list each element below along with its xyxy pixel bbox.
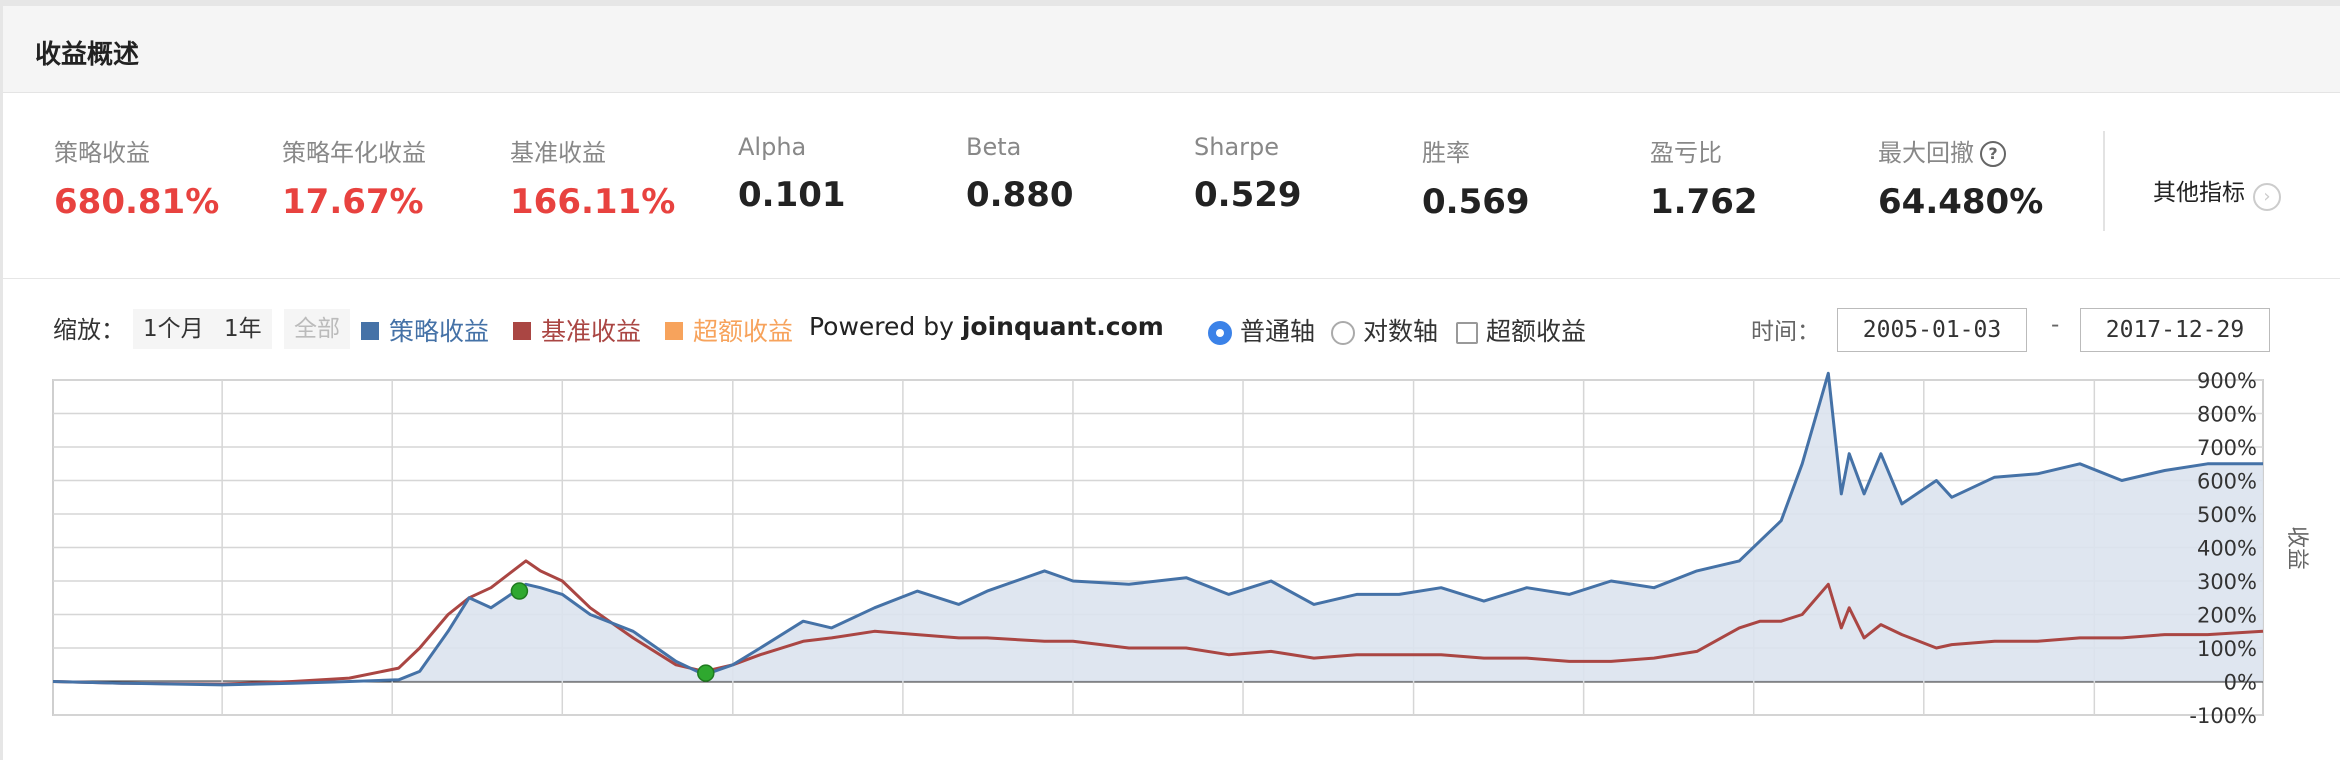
stat-label: Alpha (738, 133, 807, 161)
legend-swatch (513, 322, 531, 340)
legend-swatch (361, 322, 379, 340)
stat-label: 盈亏比 (1650, 139, 1722, 167)
date-separator: - (2051, 312, 2060, 338)
panel-title: 收益概述 (35, 40, 140, 70)
stats-divider (2103, 131, 2105, 231)
powered-prefix: Powered by (809, 312, 962, 341)
zoom-1-year-button[interactable]: 1年 (214, 309, 272, 349)
stats-row: 策略收益 680.81% 策略年化收益 17.67% 基准收益 166.11% … (3, 93, 2340, 279)
y-tick-label: 300% (2197, 570, 2257, 594)
stat-label: 胜率 (1422, 139, 1470, 167)
stat-value: 17.67% (282, 182, 424, 222)
y-tick-label: -100% (2189, 704, 2257, 728)
stat-strategy-return: 策略收益 680.81% (54, 133, 219, 222)
stat-value: 0.569 (1422, 182, 1530, 222)
legend-swatch (665, 322, 683, 340)
axis-option-normal[interactable]: 普通轴 (1208, 312, 1315, 348)
stat-label: 策略收益 (54, 139, 150, 167)
question-circle-icon[interactable]: ? (1980, 141, 2006, 167)
excess-return-label: 超额收益 (1486, 317, 1587, 346)
y-tick-label: 600% (2197, 470, 2257, 494)
stat-annual-return: 策略年化收益 17.67% (282, 133, 426, 222)
legend-label: 基准收益 (541, 317, 642, 346)
y-tick-label: 100% (2197, 637, 2257, 661)
series-area-0 (53, 373, 2263, 685)
y-tick-label: 700% (2197, 436, 2257, 460)
marker-layer (510, 582, 715, 682)
chart-toolbar: 缩放： 1个月 1年 全部 策略收益 基准收益 超额收益 Powered by … (3, 300, 2340, 360)
stat-value: 166.11% (510, 182, 676, 222)
legend-label: 超额收益 (693, 317, 794, 346)
axis-option-log[interactable]: 对数轴 (1331, 312, 1438, 348)
stat-value: 0.880 (966, 175, 1074, 215)
legend-benchmark-return[interactable]: 基准收益 (513, 312, 641, 348)
stat-value: 0.529 (1194, 175, 1302, 215)
legend-strategy-return[interactable]: 策略收益 (361, 312, 489, 348)
axis-option-label: 对数轴 (1363, 317, 1439, 346)
powered-site[interactable]: joinquant.com (961, 312, 1164, 341)
stat-label: 策略年化收益 (282, 139, 426, 167)
zoom-all-button[interactable]: 全部 (284, 309, 350, 349)
more-metrics-label: 其他指标 (2153, 180, 2245, 206)
legend-excess-return[interactable]: 超额收益 (665, 312, 793, 348)
stat-sharpe: Sharpe 0.529 (1194, 133, 1302, 215)
stat-alpha: Alpha 0.101 (738, 133, 846, 215)
stat-win-rate: 胜率 0.569 (1422, 133, 1530, 222)
y-axis-label: 收益 (2284, 526, 2309, 570)
stat-label: Beta (966, 133, 1022, 161)
stat-profit-loss-ratio: 盈亏比 1.762 (1650, 133, 1758, 222)
drawdown-marker[interactable] (510, 582, 529, 600)
series-line-1[interactable] (52, 559, 2264, 686)
powered-by: Powered by joinquant.com (809, 312, 1164, 341)
returns-chart-svg: 900% 800% 700% 600% 500% 400% 300% 200% 100% 0% -1… (52, 369, 2309, 728)
y-tick-label: 900% (2197, 370, 2257, 393)
y-tick-label: 400% (2197, 537, 2257, 561)
excess-return-toggle[interactable]: 超额收益 (1456, 312, 1586, 348)
radio-log-axis[interactable] (1331, 321, 1355, 345)
axis-option-label: 普通轴 (1240, 317, 1316, 346)
stat-label-text: 最大回撤 (1878, 139, 1974, 167)
stat-beta: Beta 0.880 (966, 133, 1074, 215)
stat-value: 64.480% (1878, 182, 2044, 222)
stat-label: Sharpe (1194, 133, 1280, 161)
chevron-right-circle-icon: › (2253, 183, 2281, 211)
y-tick-label: 0% (2224, 671, 2257, 695)
returns-chart: 900% 800% 700% 600% 500% 400% 300% 200% 100% 0% -1… (0, 369, 2340, 740)
stat-value: 1.762 (1650, 182, 1758, 222)
stat-label: 最大回撤? (1878, 133, 2043, 168)
stat-value: 0.101 (738, 175, 846, 215)
drawdown-marker[interactable] (697, 664, 715, 682)
stat-benchmark-return: 基准收益 166.11% (510, 133, 675, 222)
stat-value: 680.81% (54, 182, 220, 222)
stat-max-drawdown: 最大回撤? 64.480% (1878, 133, 2043, 222)
zoom-1-month-button[interactable]: 1个月 (133, 309, 214, 349)
stat-label: 基准收益 (510, 139, 606, 167)
time-label: 时间： (1751, 319, 1820, 345)
y-tick-label: 500% (2197, 503, 2257, 527)
end-date-input[interactable]: 2017-12-29 (2080, 308, 2270, 352)
y-tick-label: 200% (2197, 604, 2257, 628)
radio-normal-axis[interactable] (1208, 321, 1232, 345)
excess-return-checkbox[interactable] (1456, 322, 1478, 344)
y-tick-label: 800% (2197, 403, 2257, 427)
more-metrics-button[interactable]: 其他指标 › (2153, 173, 2281, 211)
zoom-label: 缩放： (53, 316, 125, 344)
start-date-input[interactable]: 2005-01-03 (1837, 308, 2027, 352)
legend-label: 策略收益 (389, 317, 490, 346)
y-axis-ticks: 900% 800% 700% 600% 500% 400% 300% 200% 100% 0% -1… (2189, 369, 2257, 728)
panel-header: 收益概述 (3, 6, 2340, 93)
